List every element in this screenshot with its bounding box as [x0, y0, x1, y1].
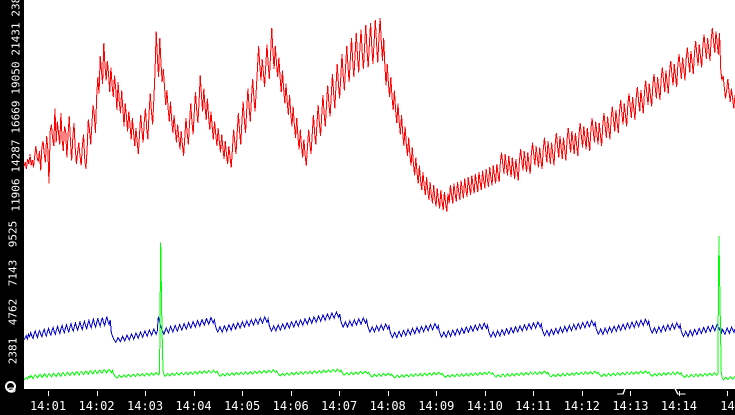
y-axis-tick-mark	[24, 117, 30, 118]
y-axis-gutter	[0, 0, 24, 415]
x-axis-tick-mark	[145, 391, 146, 396]
x-axis-tick-label: 14:03	[127, 399, 164, 413]
x-axis-tick-mark	[194, 391, 195, 396]
x-axis-tick-label: 14:14	[660, 399, 697, 413]
y-axis-tick-mark	[24, 156, 30, 157]
x-axis-tick-label: 14:13	[612, 399, 649, 413]
x-axis-tick-mark	[339, 391, 340, 396]
y-axis-tick-label: 23813	[9, 0, 23, 17]
x-axis-tick-label: 14:11	[515, 399, 552, 413]
x-axis-tick-label: 14:02	[78, 399, 115, 413]
y-axis-tick-label: 9525	[6, 220, 20, 248]
y-axis-line	[23, 0, 24, 390]
x-axis-tick-mark	[48, 391, 49, 396]
y-axis-tick-label: 16669	[9, 100, 23, 134]
y-axis-tick-mark	[24, 351, 30, 352]
y-axis-tick-label: 21431	[9, 22, 23, 56]
x-axis-tick-mark	[485, 391, 486, 396]
y-axis-tick-label: 7143	[6, 259, 20, 287]
y-axis-tick-label: 11906	[9, 178, 23, 212]
y-axis-tick-label: 19050	[9, 61, 23, 95]
plot-area[interactable]	[24, 0, 735, 390]
y-axis-tick-mark	[24, 234, 30, 235]
x-axis-tick-label: 14:10	[466, 399, 503, 413]
x-axis-tick-label: 14:06	[272, 399, 309, 413]
y-axis-tick-label: 2381	[6, 337, 20, 365]
x-axis-tick-label: 14:07	[321, 399, 358, 413]
x-axis-tick-mark	[533, 391, 534, 396]
x-axis-tick-mark	[582, 391, 583, 396]
x-axis-tick-mark	[242, 391, 243, 396]
y-axis-tick-label: 0	[5, 386, 18, 394]
y-axis-tick-mark	[24, 195, 30, 196]
series-blue	[24, 310, 735, 344]
x-axis-gutter	[0, 390, 735, 415]
x-axis-tick-mark	[436, 391, 437, 396]
y-axis-tick-mark	[24, 0, 30, 1]
x-axis-tick-label: 14:01	[29, 399, 67, 413]
series-canvas	[24, 18, 735, 381]
x-axis-tick-label: 14:12	[563, 399, 600, 413]
y-axis-tick-label: 4762	[6, 298, 20, 326]
x-axis-tick-label: 14:04	[175, 399, 212, 413]
series-green	[24, 236, 735, 381]
x-axis-tick-mark	[630, 391, 631, 396]
x-axis-tick-mark	[97, 391, 98, 396]
y-axis-tick-label: 14287	[9, 139, 23, 173]
series-red	[24, 18, 735, 212]
origin-marker-icon	[5, 381, 16, 392]
y-axis-tick-mark	[24, 273, 30, 274]
y-axis-tick-mark	[24, 312, 30, 313]
selection-bracket-shape[interactable]	[617, 380, 686, 395]
x-axis-tick-mark	[727, 391, 728, 396]
x-axis-tick-mark	[388, 391, 389, 396]
y-axis-tick-mark	[24, 78, 30, 79]
x-axis-tick-label: 14	[720, 399, 735, 413]
x-axis-tick-label: 14:09	[418, 399, 455, 413]
x-axis-tick-label: 14:08	[369, 399, 406, 413]
x-axis-tick-mark	[291, 391, 292, 396]
x-axis-tick-label: 14:05	[224, 399, 261, 413]
y-axis-tick-mark	[24, 39, 30, 40]
